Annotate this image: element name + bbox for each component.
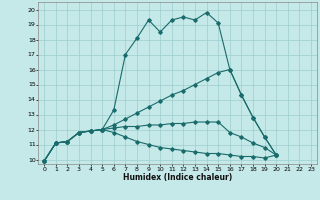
X-axis label: Humidex (Indice chaleur): Humidex (Indice chaleur) [123,173,232,182]
